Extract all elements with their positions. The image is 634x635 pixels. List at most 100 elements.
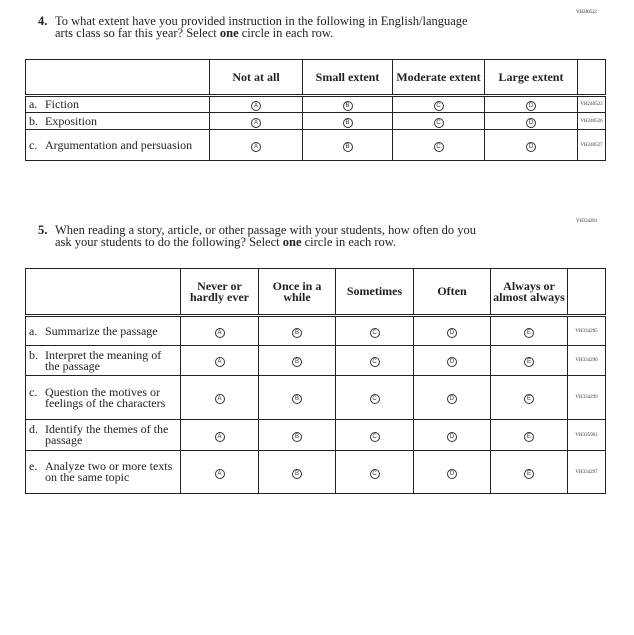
- response-cell: D: [413, 315, 491, 346]
- response-cell: C: [392, 95, 485, 113]
- row-text: Question the motives or feelings of the …: [45, 384, 166, 410]
- response-cell: B: [258, 315, 336, 346]
- row-text: Interpret the meaning of the passage: [45, 347, 162, 373]
- response-bubble[interactable]: C: [369, 468, 380, 479]
- response-cell: C: [335, 450, 414, 494]
- response-cell: D: [413, 450, 491, 494]
- response-bubble[interactable]: E: [524, 468, 534, 479]
- response-cell: D: [413, 345, 491, 376]
- q5-table: Never or hardly ever Once in a while Somet…: [25, 268, 606, 494]
- table-row: b. Exposition A B C D VH240526: [25, 112, 606, 130]
- row-label: d. Identify the themes of the passage: [25, 419, 181, 451]
- response-bubble[interactable]: C: [369, 327, 380, 338]
- response-bubble[interactable]: C: [433, 117, 444, 128]
- q4-number: 4.: [38, 14, 48, 28]
- response-bubble[interactable]: D: [447, 394, 457, 404]
- row-letter: a.: [29, 323, 38, 338]
- row-letter: d.: [29, 422, 38, 436]
- row-label: c. Argumentation and persuasion: [25, 129, 210, 161]
- response-bubble[interactable]: A: [251, 141, 261, 152]
- response-bubble[interactable]: D: [526, 101, 536, 111]
- response-cell: B: [302, 129, 393, 161]
- header-row: Never or hardly ever Once in a while Somet…: [25, 268, 606, 317]
- response-bubble[interactable]: A: [251, 101, 261, 111]
- response-bubble[interactable]: C: [433, 141, 444, 152]
- q5-bold: one: [282, 235, 302, 249]
- q4-code: VH240522: [576, 10, 597, 15]
- response-bubble[interactable]: A: [214, 357, 225, 367]
- response-bubble[interactable]: E: [524, 327, 534, 338]
- response-bubble[interactable]: E: [524, 431, 534, 442]
- response-bubble[interactable]: D: [526, 117, 536, 128]
- row-letter: e.: [29, 459, 38, 473]
- response-cell: B: [258, 345, 336, 376]
- table-row: a. Fiction A B C D VH240523: [25, 95, 606, 113]
- response-cell: A: [180, 345, 259, 376]
- row-letter: b.: [29, 113, 38, 128]
- response-bubble[interactable]: C: [369, 357, 380, 367]
- response-bubble[interactable]: B: [292, 357, 302, 367]
- response-bubble[interactable]: A: [214, 431, 225, 442]
- table-row: e. Analyze two or more texts on the same …: [25, 450, 606, 494]
- response-bubble[interactable]: D: [447, 431, 457, 442]
- response-bubble[interactable]: B: [342, 141, 353, 152]
- response-bubble[interactable]: E: [524, 357, 534, 367]
- response-bubble[interactable]: D: [447, 468, 457, 479]
- response-bubble[interactable]: B: [292, 327, 302, 338]
- response-cell: D: [484, 129, 578, 161]
- response-cell: D: [413, 375, 491, 420]
- response-bubble[interactable]: E: [524, 394, 534, 404]
- response-bubble[interactable]: B: [342, 117, 353, 128]
- row-text: Analyze two or more texts on the same to…: [45, 459, 173, 484]
- q4-table: Not at all Small extent Moderate extent Lar…: [25, 59, 606, 161]
- response-bubble[interactable]: A: [251, 117, 261, 128]
- row-label: b. Exposition: [25, 112, 210, 130]
- response-cell: C: [335, 315, 414, 346]
- response-bubble[interactable]: A: [214, 394, 225, 404]
- response-cell: C: [335, 419, 414, 451]
- response-bubble[interactable]: C: [433, 101, 444, 111]
- table-row: a. Summarize the passage A B C D E VH334295: [25, 315, 606, 346]
- row-label: e. Analyze two or more texts on the same …: [25, 450, 181, 494]
- response-bubble[interactable]: B: [292, 468, 302, 479]
- response-cell: D: [484, 112, 578, 130]
- q4-text: To what extent have you provided instruc…: [55, 14, 468, 28]
- table-row: b. Interpret the meaning of the passage A B…: [25, 345, 606, 376]
- response-cell: B: [302, 95, 393, 113]
- response-bubble[interactable]: D: [447, 327, 457, 338]
- response-bubble[interactable]: B: [292, 431, 302, 442]
- column-header: Never or hardly ever: [180, 268, 259, 317]
- response-bubble[interactable]: A: [214, 468, 225, 479]
- response-bubble[interactable]: D: [526, 141, 536, 152]
- response-cell: E: [490, 419, 568, 451]
- response-cell: D: [413, 419, 491, 451]
- item-code: VH334299: [567, 375, 606, 420]
- q5-text: circle in each row.: [301, 235, 397, 249]
- response-cell: B: [258, 450, 336, 494]
- row-label: a. Summarize the passage: [25, 315, 181, 346]
- item-code: VH334296: [567, 345, 606, 376]
- row-label: c. Question the motives or feelings of th…: [25, 375, 181, 420]
- q5-prompt: 5. When reading a story, article, or oth…: [38, 224, 558, 249]
- row-letter: a.: [29, 97, 38, 111]
- header-blank: [567, 268, 606, 317]
- header-blank: [577, 59, 606, 97]
- response-bubble[interactable]: B: [342, 101, 353, 111]
- response-bubble[interactable]: C: [369, 394, 380, 404]
- column-header: Often: [413, 268, 491, 317]
- response-cell: A: [209, 112, 303, 130]
- q4-prompt: 4. To what extent have you provided inst…: [38, 14, 558, 40]
- column-header: Small extent: [302, 59, 393, 97]
- header-blank: [25, 59, 210, 97]
- row-text: Argumentation and persuasion: [45, 137, 193, 152]
- response-bubble[interactable]: B: [292, 394, 302, 404]
- response-bubble[interactable]: C: [369, 431, 380, 442]
- row-text: Summarize the passage: [45, 323, 158, 338]
- response-cell: E: [490, 375, 568, 420]
- item-code: VH240527: [577, 129, 606, 161]
- response-bubble[interactable]: A: [214, 327, 225, 338]
- response-bubble[interactable]: D: [447, 357, 457, 367]
- response-cell: C: [335, 345, 414, 376]
- response-cell: B: [302, 112, 393, 130]
- response-cell: A: [209, 95, 303, 113]
